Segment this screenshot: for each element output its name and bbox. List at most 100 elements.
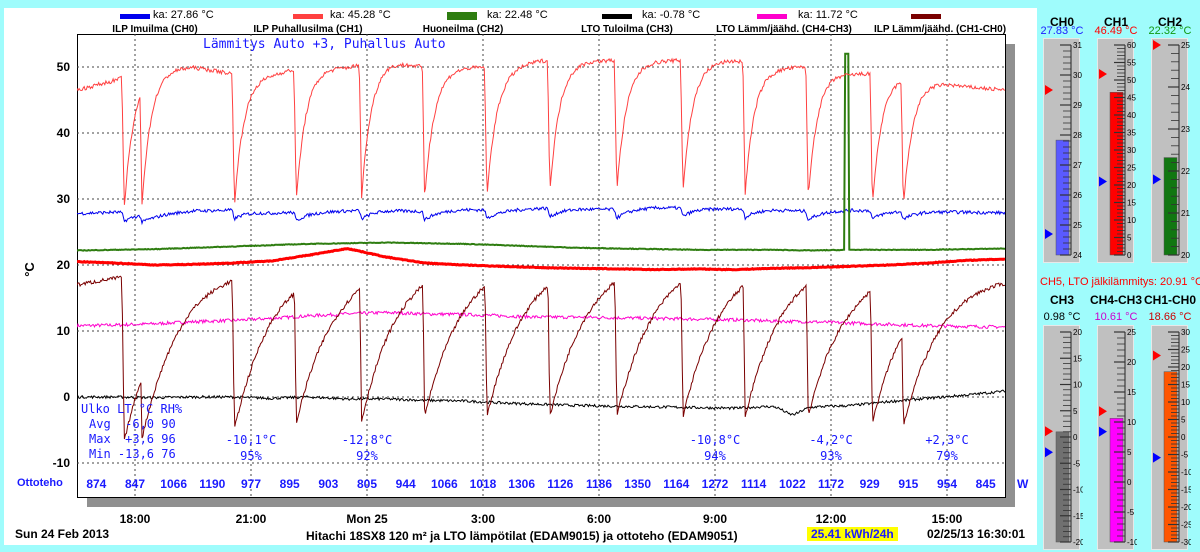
gauge-value: 18.66 °C [1148,311,1192,323]
series-lines [77,52,1006,440]
x-tick-label: 12:00 [815,512,847,526]
gauge-tick-label: 20 [1073,328,1082,337]
gauge-tick-label: -10 [1073,486,1083,495]
ottoteho-value: 1022 [778,477,806,491]
legend-avg-ch1: ka: 45.28 °C [330,9,391,21]
series-line-ch3 [77,389,1006,416]
gauge-tick-label: 5 [1181,416,1186,425]
gauge-tick-label: 25 [1073,221,1082,230]
ottoteho-value: 1018 [469,477,497,491]
ottoteho-value: 1126 [547,477,574,491]
gauge-ch3: -20 -15 -10 -5 0 5 10 15 20 [1043,325,1083,550]
gauge-tick-label: 40 [1127,111,1136,120]
gauge-title: CH1 [1103,15,1129,29]
x-tick-label: 21:00 [235,512,267,526]
footer-title: Hitachi 18SX8 120 m² ja LTO lämpötilat (… [306,529,738,543]
gauge-tick-label: 15 [1127,199,1136,208]
gauge-tick-label: -10 [1127,538,1137,547]
gauge-tick-label: -30 [1181,538,1191,547]
y-tick-label: 40 [56,126,70,140]
ottoteho-value: 1190 [199,477,226,491]
gauge-tick-label: 10 [1127,216,1136,225]
gauge-ch1-ch0: -30 -25 -20 -15 -10 -5 0 5 10 15 20 25 30 [1151,325,1191,550]
series-line-ch2 [77,52,1005,252]
gauge-tick-label: 20 [1181,363,1190,372]
ch5-label: CH5, LTO jälkilämmitys: 20.91 °C [1040,276,1200,288]
x-tick-label: 6:00 [586,512,612,526]
gauge-fill [1163,157,1178,256]
gauge-tick-label: 26 [1073,191,1082,200]
gauge-tick-label: -15 [1073,512,1083,521]
series-line-ch1 [77,57,1006,205]
gauge-min-marker-icon [1045,229,1053,239]
ottoteho-value: 845 [975,477,996,491]
gauge-tick-label: -5 [1127,508,1135,517]
gauge-tick-label: -20 [1073,538,1083,547]
y-tick-label: -10 [52,456,70,470]
series-line-ch0 [77,205,1006,226]
gauge-tick-label: 23 [1181,125,1190,134]
gauge-min-marker-icon [1153,174,1161,185]
gauge-tick-label: 28 [1073,131,1082,140]
temperature-chart [77,34,1006,498]
gauge-max-marker-icon [1153,40,1161,50]
gauge-tick-label: 5 [1127,448,1132,457]
gauge-tick-label: 20 [1127,181,1136,190]
gauge-value: 27.83 °C [1040,25,1084,37]
weather-note-rh: 94% [704,449,726,463]
ottoteho-value: 1186 [585,477,613,491]
gauge-title: CH1-CH0 [1143,293,1197,307]
gauge-fill [1055,139,1070,256]
legend-name-ch3: LTO Tuloilma (CH3) [581,24,673,35]
gauge-min-marker-icon [1153,452,1161,463]
weather-note-rh: 95% [240,449,262,463]
gauge-tick-label: 25 [1127,164,1136,173]
gauge-tick-label: -15 [1181,486,1191,495]
legend-swatch-ch1-ch0 [911,14,941,19]
legend-avg-ch2: ka: 22.48 °C [487,9,548,21]
gauge-tick-label: 30 [1127,146,1136,155]
legend-swatch-ch0 [120,14,150,19]
ottoteho-label: Ottoteho [17,477,63,489]
gauge-tick-label: 10 [1127,418,1136,427]
y-axis-label: °C [21,262,37,277]
x-tick-label: 9:00 [702,512,728,526]
legend-swatch-ch1 [293,14,323,19]
gauge-tick-label: 25 [1181,41,1190,50]
gauge-tick-label: 24 [1073,251,1082,260]
gauge-tick-label: 20 [1181,251,1190,260]
ottoteho-value: 874 [86,477,107,491]
gauge-tick-label: 5 [1127,234,1132,243]
gauge-tick-label: 10 [1073,381,1082,390]
series-line-ch5 [77,247,1006,272]
gauge-tick-label: 22 [1181,167,1190,176]
outdoor-stats-max: Max +3,6 96 [89,432,176,446]
gauge-title: CH0 [1049,15,1075,29]
weather-note: -10,1°C 95% [226,432,277,464]
legend-avg-ch4-ch3: ka: 11.72 °C [798,9,858,21]
legend-name-ch1-ch0: ILP Lämm/jäähd. (CH1-CH0) [873,24,1007,35]
ottoteho-value: 1272 [701,477,729,491]
gauge-tick-label: 5 [1073,407,1078,416]
series-line-ch4-ch3 [77,310,1006,330]
gauge-tick-label: 20 [1127,358,1136,367]
ottoteho-value: 915 [898,477,919,491]
gauge-tick-label: -20 [1181,503,1191,512]
legend-swatch-ch3 [602,14,632,19]
gauge-value: 10.61 °C [1094,311,1138,323]
gauge-tick-label: 0 [1127,251,1132,260]
gauge-value: 46.49 °C [1094,25,1138,37]
gauge-tick-label: 55 [1127,59,1136,68]
gauge-tick-label: 15 [1127,388,1136,397]
gauge-ch0: 24 25 26 27 28 29 30 31 [1043,38,1082,263]
weather-note-temp: -12,8°C [341,433,393,447]
gauge-value: 22.32 °C [1148,25,1192,37]
series-line-ch1-ch0 [77,275,1005,440]
gauge-title: CH2 [1157,15,1183,29]
gauge-tick-label: 25 [1181,346,1190,355]
x-tick-label: 15:00 [931,512,963,526]
weather-note-temp: +2,3°C [925,433,969,447]
gauge-ch1: 0 5 10 15 20 25 30 35 40 45 50 55 60 [1097,38,1136,263]
weather-note-rh: 79% [936,449,958,463]
weather-note: -4,2°C 93% [809,432,852,464]
